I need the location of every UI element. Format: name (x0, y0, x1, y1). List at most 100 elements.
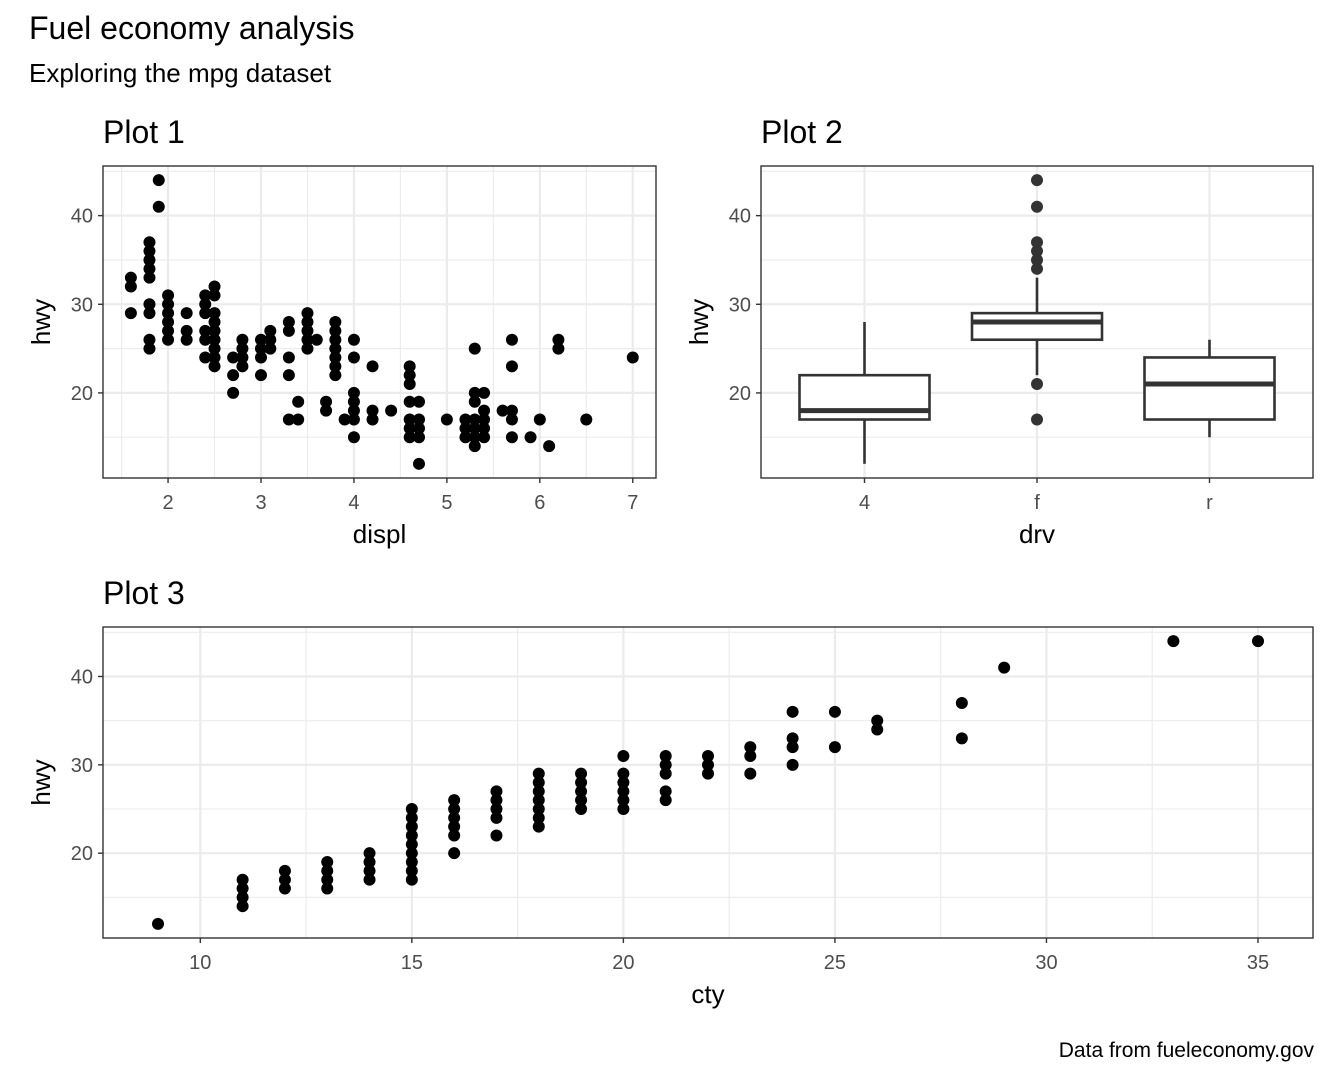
data-point (347, 333, 360, 346)
data-point (329, 333, 342, 346)
x-axis-label: displ (353, 519, 406, 549)
data-point (505, 431, 518, 444)
figure-subtitle: Exploring the mpg dataset (29, 58, 332, 88)
data-point (478, 404, 491, 417)
data-point (448, 847, 461, 860)
data-point (236, 891, 249, 904)
data-point (208, 307, 221, 320)
data-point (552, 342, 565, 355)
data-point (468, 422, 481, 435)
data-point (403, 378, 416, 391)
data-point (366, 360, 379, 373)
data-point (236, 882, 249, 895)
data-point (448, 829, 461, 842)
data-point (786, 741, 799, 754)
data-point (255, 351, 267, 364)
panel-background (103, 627, 1313, 938)
data-point (124, 271, 137, 284)
data-point (208, 324, 221, 337)
x-axis-label: cty (691, 979, 724, 1009)
data-point (208, 333, 221, 346)
panel-border (102, 626, 1314, 939)
data-point (490, 811, 503, 824)
data-point (282, 351, 295, 364)
y-tick-label: 40 (71, 666, 93, 688)
data-point (405, 873, 418, 886)
data-point (199, 333, 212, 346)
data-point (236, 333, 249, 346)
box-outlier (1031, 262, 1043, 275)
data-point (143, 342, 156, 355)
box-iqr (970, 311, 1104, 342)
data-point (786, 732, 799, 745)
data-point (871, 723, 884, 736)
x-tick-label: 5 (441, 492, 452, 514)
data-point (532, 820, 545, 833)
data-point (405, 856, 418, 869)
data-point (617, 776, 630, 789)
data-point (617, 749, 630, 762)
data-point (347, 413, 360, 426)
data-point (124, 307, 137, 320)
data-point (505, 360, 518, 373)
x-tick-label: 2 (162, 492, 173, 514)
data-point (413, 431, 425, 444)
data-point (617, 803, 630, 816)
data-point (532, 794, 545, 807)
data-point (575, 785, 588, 798)
data-point (403, 431, 416, 444)
y-tick-label: 30 (729, 294, 751, 316)
data-point (575, 794, 588, 807)
data-point (278, 864, 291, 877)
plot-2: 20 30 40 4 f r Plot 2 drv hwy (684, 114, 1314, 549)
data-point (659, 749, 672, 762)
data-point (321, 882, 334, 895)
figure-title: Fuel economy analysis (29, 10, 354, 46)
data-point (162, 316, 175, 328)
data-point (162, 289, 175, 302)
data-point (227, 369, 240, 382)
data-point (363, 873, 376, 886)
data-point (199, 289, 212, 302)
data-point (575, 776, 588, 789)
data-point (744, 749, 757, 762)
data-point (440, 413, 453, 426)
data-point (143, 262, 156, 275)
data-point (659, 758, 672, 771)
y-tick-label: 20 (729, 383, 751, 405)
data-point (468, 440, 481, 453)
data-point (264, 324, 277, 337)
box-outlier (1031, 378, 1043, 391)
data-point (199, 351, 212, 364)
data-point (580, 413, 593, 426)
data-point (459, 422, 472, 435)
data-point (208, 360, 221, 373)
data-point (459, 413, 472, 426)
data-point (448, 820, 461, 833)
data-point (264, 342, 277, 355)
data-point (403, 422, 416, 435)
data-point (490, 785, 503, 798)
x-tick-label: 10 (189, 952, 211, 974)
data-point (227, 386, 240, 399)
panel-background (103, 166, 656, 478)
data-point (403, 360, 416, 373)
data-point (871, 714, 884, 727)
x-tick-label: 30 (1035, 952, 1057, 974)
data-point (1167, 635, 1180, 648)
data-point (347, 404, 360, 417)
data-point (1252, 635, 1264, 648)
y-axis-label: hwy (26, 299, 56, 345)
data-point (366, 404, 379, 417)
y-tick-label: 40 (729, 206, 751, 228)
figure-caption: Data from fueleconomy.gov (1059, 1039, 1315, 1062)
data-point (659, 794, 672, 807)
data-point (347, 431, 360, 444)
data-point (478, 422, 491, 435)
y-axis-label: hwy (26, 759, 56, 805)
data-point (208, 342, 221, 355)
data-point (468, 413, 481, 426)
box-outlier (1031, 253, 1043, 266)
y-tick-label: 40 (71, 206, 93, 228)
data-point (208, 316, 221, 328)
